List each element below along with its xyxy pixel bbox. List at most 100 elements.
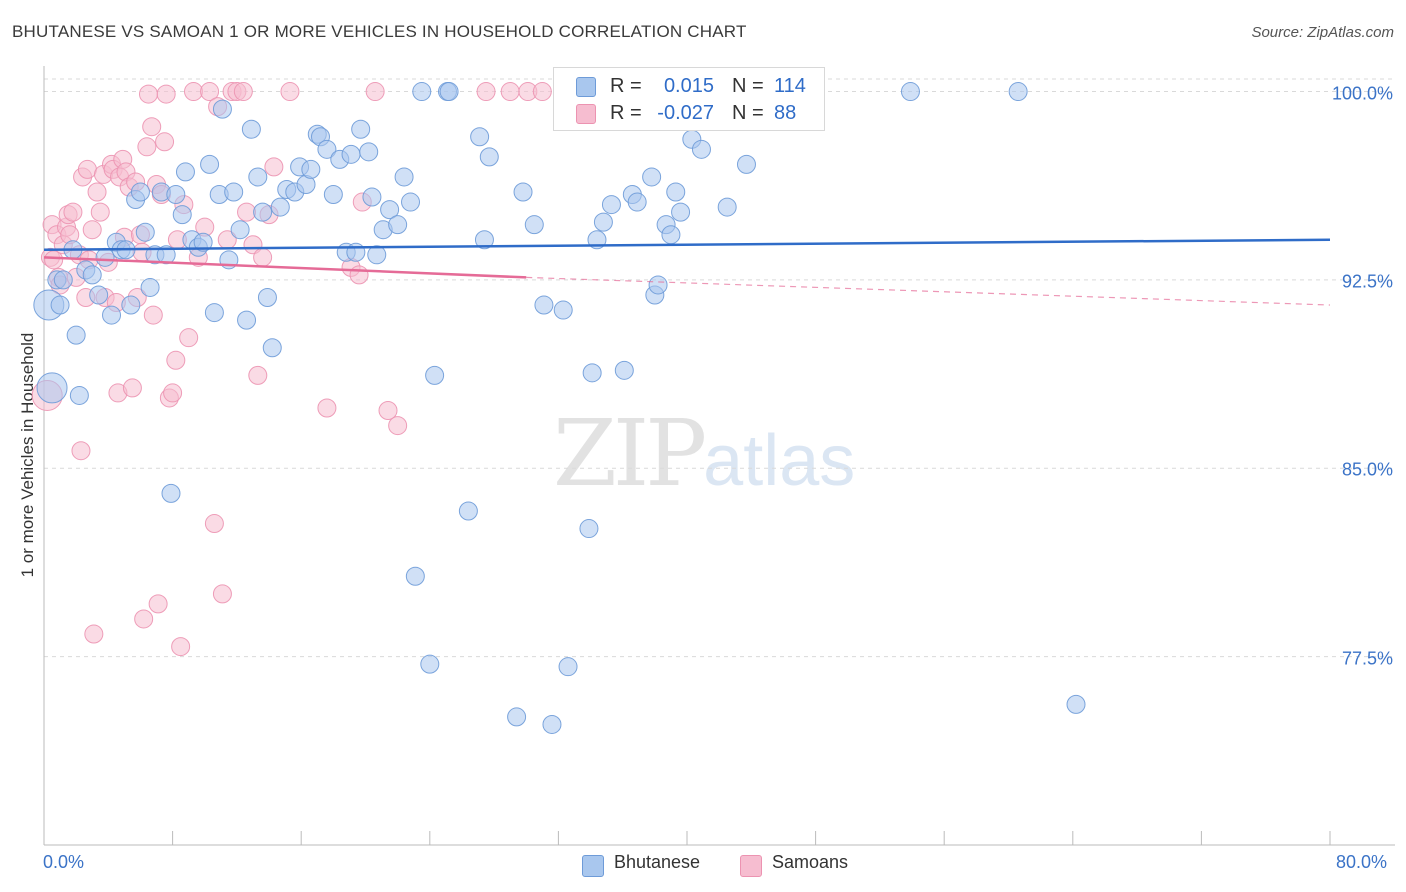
point-bhutanese bbox=[470, 127, 490, 147]
legend-swatch-blue bbox=[576, 77, 596, 97]
watermark-atlas: atlas bbox=[703, 421, 856, 501]
point-bhutanese bbox=[212, 99, 232, 119]
point-samoans bbox=[317, 398, 337, 418]
point-bhutanese bbox=[458, 501, 478, 521]
point-bhutanese bbox=[401, 192, 421, 212]
legend-r-label: R = bbox=[610, 102, 642, 124]
legend-swatch-samoans bbox=[740, 855, 762, 877]
legend-n-value: 88 bbox=[774, 102, 797, 124]
point-bhutanese bbox=[172, 205, 192, 225]
point-bhutanese bbox=[257, 287, 277, 307]
point-samoans bbox=[138, 84, 158, 104]
point-bhutanese bbox=[95, 247, 115, 267]
point-bhutanese bbox=[53, 270, 73, 290]
point-bhutanese bbox=[36, 372, 68, 404]
point-bhutanese bbox=[648, 275, 668, 295]
y-tick-label: 85.0% bbox=[1341, 459, 1393, 480]
legend-label-samoans: Samoans bbox=[772, 852, 849, 872]
point-bhutanese bbox=[270, 197, 290, 217]
point-bhutanese bbox=[558, 657, 578, 677]
point-bhutanese bbox=[341, 144, 361, 164]
point-samoans bbox=[77, 159, 97, 179]
point-bhutanese bbox=[253, 202, 273, 222]
point-bhutanese bbox=[102, 305, 122, 325]
point-bhutanese bbox=[175, 162, 195, 182]
point-bhutanese bbox=[479, 147, 499, 167]
point-bhutanese bbox=[50, 295, 70, 315]
point-bhutanese bbox=[362, 187, 382, 207]
point-bhutanese bbox=[671, 202, 691, 222]
point-samoans bbox=[476, 82, 496, 102]
point-bhutanese bbox=[351, 119, 371, 139]
point-bhutanese bbox=[394, 167, 414, 187]
point-bhutanese bbox=[367, 245, 387, 265]
point-samoans bbox=[365, 82, 385, 102]
point-bhutanese bbox=[380, 200, 400, 220]
point-samoans bbox=[143, 305, 163, 325]
point-bhutanese bbox=[425, 365, 445, 385]
legend-row-bhutanese: R = 0.015 N = 114 bbox=[554, 73, 824, 101]
point-bhutanese bbox=[627, 192, 647, 212]
point-bhutanese bbox=[542, 714, 562, 734]
point-bhutanese bbox=[582, 363, 602, 383]
point-bhutanese bbox=[717, 197, 737, 217]
chart-title: BHUTANESE VS SAMOAN 1 OR MORE VEHICLES I… bbox=[12, 22, 747, 41]
legend-swatch-pink bbox=[576, 104, 596, 124]
point-samoans bbox=[204, 514, 224, 534]
point-samoans bbox=[84, 624, 104, 644]
point-samoans bbox=[166, 350, 186, 370]
point-samoans bbox=[155, 132, 175, 152]
point-samoans bbox=[156, 84, 176, 104]
point-bhutanese bbox=[405, 566, 425, 586]
point-samoans bbox=[163, 383, 183, 403]
legend-r-label: R = bbox=[610, 75, 642, 97]
point-samoans bbox=[90, 202, 110, 222]
point-bhutanese bbox=[439, 82, 459, 102]
point-bhutanese bbox=[323, 185, 343, 205]
point-bhutanese bbox=[161, 483, 181, 503]
trend-line-samoans bbox=[43, 256, 527, 279]
point-samoans bbox=[378, 401, 398, 421]
trend-line-bhutanese bbox=[43, 238, 1331, 252]
point-samoans bbox=[500, 82, 520, 102]
point-bhutanese bbox=[359, 142, 379, 162]
point-bhutanese bbox=[193, 232, 213, 252]
point-bhutanese bbox=[900, 82, 920, 102]
source-note: Source: ZipAtlas.com bbox=[1251, 24, 1394, 41]
point-bhutanese bbox=[262, 338, 282, 358]
point-samoans bbox=[237, 202, 257, 222]
point-bhutanese bbox=[204, 303, 224, 323]
y-tick-label: 100.0% bbox=[1331, 83, 1393, 104]
point-bhutanese bbox=[156, 245, 176, 265]
point-bhutanese bbox=[230, 220, 250, 240]
point-bhutanese bbox=[166, 185, 186, 205]
point-samoans bbox=[142, 117, 162, 137]
point-bhutanese bbox=[66, 325, 86, 345]
point-samoans bbox=[248, 365, 268, 385]
point-bhutanese bbox=[135, 222, 155, 242]
point-bhutanese bbox=[237, 310, 257, 330]
point-bhutanese bbox=[89, 285, 109, 305]
point-samoans bbox=[264, 157, 284, 177]
point-samoans bbox=[349, 265, 369, 285]
point-bhutanese bbox=[593, 212, 613, 232]
point-samoans bbox=[253, 247, 273, 267]
point-samoans bbox=[532, 82, 552, 102]
watermark: ZIPatlas bbox=[553, 400, 855, 507]
point-bhutanese bbox=[69, 385, 89, 405]
point-samoans bbox=[200, 82, 220, 102]
point-bhutanese bbox=[121, 295, 141, 315]
point-bhutanese bbox=[579, 519, 599, 539]
point-samoans bbox=[134, 609, 154, 629]
stats-legend: R = 0.015 N = 114 R = -0.027 N = 88 bbox=[553, 67, 825, 131]
point-samoans bbox=[148, 594, 168, 614]
point-samoans bbox=[179, 328, 199, 348]
point-bhutanese bbox=[601, 195, 621, 215]
legend-r-value: -0.027 bbox=[657, 102, 714, 124]
legend-n-label: N = bbox=[732, 75, 764, 97]
point-bhutanese bbox=[130, 182, 150, 202]
point-bhutanese bbox=[388, 215, 408, 235]
point-samoans bbox=[137, 137, 157, 157]
point-bhutanese bbox=[507, 707, 527, 727]
